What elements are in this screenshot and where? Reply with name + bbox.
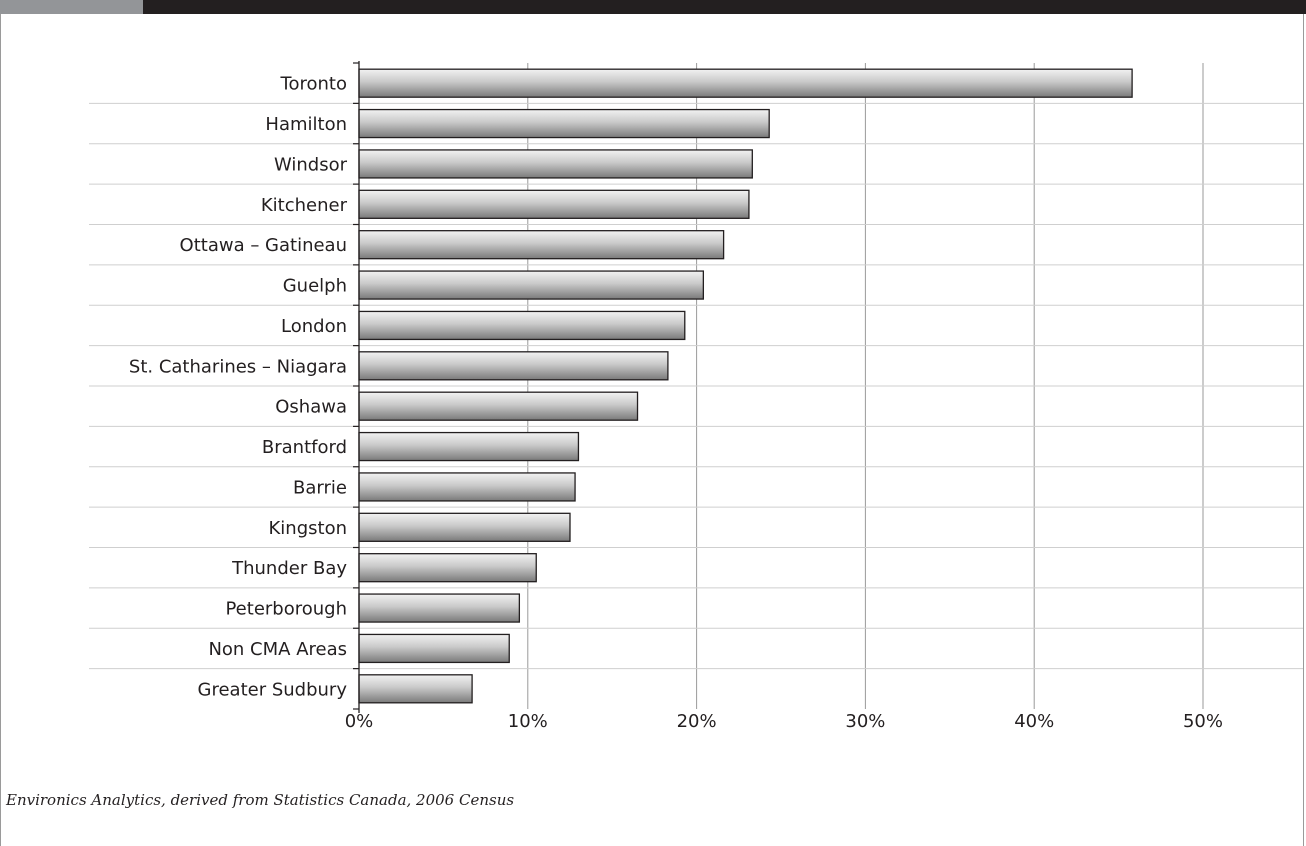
bar — [358, 553, 537, 583]
bar — [358, 593, 521, 623]
category-label: Greater Sudbury — [198, 679, 348, 700]
x-tick-label: 30% — [845, 711, 885, 732]
bar — [358, 310, 686, 341]
bar-chart: Toronto Hamilton Windsor Kitchener Ottawa – … — [89, 61, 1303, 732]
row-separators — [89, 102, 1303, 670]
bar — [358, 230, 725, 260]
bar — [358, 512, 571, 542]
source-note: Environics Analytics, derived from Stati… — [6, 791, 515, 809]
bar — [358, 108, 770, 139]
category-label: Hamilton — [265, 114, 347, 135]
category-label: Toronto — [280, 74, 347, 95]
chart-frame: Toronto Hamilton Windsor Kitchener Ottawa – … — [0, 14, 1304, 846]
category-label: Ottawa – Gatineau — [180, 235, 347, 256]
category-label: Guelph — [283, 276, 347, 297]
category-label: Brantford — [262, 437, 347, 458]
bar — [358, 391, 639, 421]
category-label: Peterborough — [225, 599, 347, 620]
bar — [358, 431, 580, 462]
bar — [358, 633, 510, 664]
bar — [358, 189, 750, 219]
category-label: Kingston — [269, 518, 348, 539]
x-tick-label: 50% — [1183, 711, 1223, 732]
x-tick-labels: 0% 10% 20% 30% 40% 50% — [345, 711, 1223, 732]
bar — [358, 674, 473, 704]
y-axis — [353, 61, 360, 713]
category-label: Barrie — [293, 477, 347, 498]
category-labels: Toronto Hamilton Windsor Kitchener Ottawa – … — [129, 74, 348, 701]
category-label: Windsor — [274, 154, 348, 175]
category-label: London — [281, 316, 347, 337]
category-label: Kitchener — [261, 195, 348, 216]
top-banner — [0, 0, 1306, 14]
category-label: Oshawa — [275, 397, 347, 418]
top-banner-accent — [0, 0, 143, 14]
category-label: Non CMA Areas — [208, 639, 347, 660]
bar — [358, 68, 1133, 98]
bar — [358, 472, 576, 502]
x-tick-label: 40% — [1014, 711, 1054, 732]
bar — [358, 270, 705, 300]
bar — [358, 351, 669, 381]
bar — [358, 149, 753, 179]
x-tick-label: 0% — [345, 711, 374, 732]
category-label: Thunder Bay — [231, 558, 347, 579]
bars — [358, 68, 1133, 704]
category-label: St. Catharines – Niagara — [129, 356, 347, 377]
x-tick-label: 10% — [508, 711, 548, 732]
x-tick-label: 20% — [677, 711, 717, 732]
